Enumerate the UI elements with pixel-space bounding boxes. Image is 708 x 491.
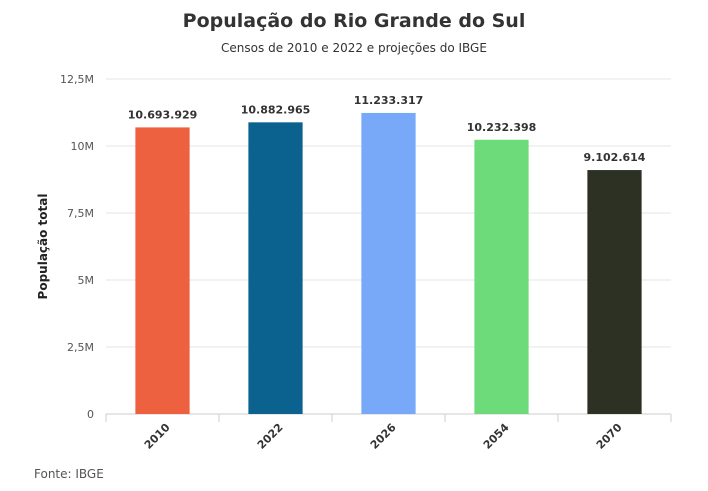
- y-tick-label: 7,5M: [67, 207, 94, 220]
- y-tick-label: 12,5M: [60, 73, 94, 86]
- x-tick-label: 2010: [142, 421, 173, 452]
- data-label: 10.882.965: [241, 103, 311, 116]
- bar: [248, 122, 303, 414]
- bar: [474, 139, 529, 414]
- x-tick-label: 2026: [368, 421, 399, 452]
- bar: [361, 112, 416, 414]
- data-label: 10.232.398: [467, 121, 537, 134]
- x-tick-label: 2054: [481, 421, 512, 452]
- data-label: 9.102.614: [584, 151, 646, 164]
- y-tick-label: 5M: [78, 274, 95, 287]
- y-tick-label: 10M: [71, 140, 95, 153]
- bar: [587, 170, 642, 414]
- bar: [135, 127, 190, 414]
- y-tick-label: 0: [87, 408, 94, 421]
- x-tick-label: 2070: [594, 421, 625, 452]
- source-note: Fonte: IBGE: [34, 467, 104, 481]
- data-label: 11.233.317: [354, 94, 424, 107]
- y-axis-title: População total: [36, 194, 50, 300]
- chart-subtitle: Censos de 2010 e 2022 e projeções do IBG…: [221, 41, 487, 55]
- chart-title: População do Rio Grande do Sul: [182, 10, 526, 32]
- x-tick-label: 2022: [255, 421, 286, 452]
- data-label: 10.693.929: [128, 108, 198, 121]
- y-tick-label: 2,5M: [67, 341, 94, 354]
